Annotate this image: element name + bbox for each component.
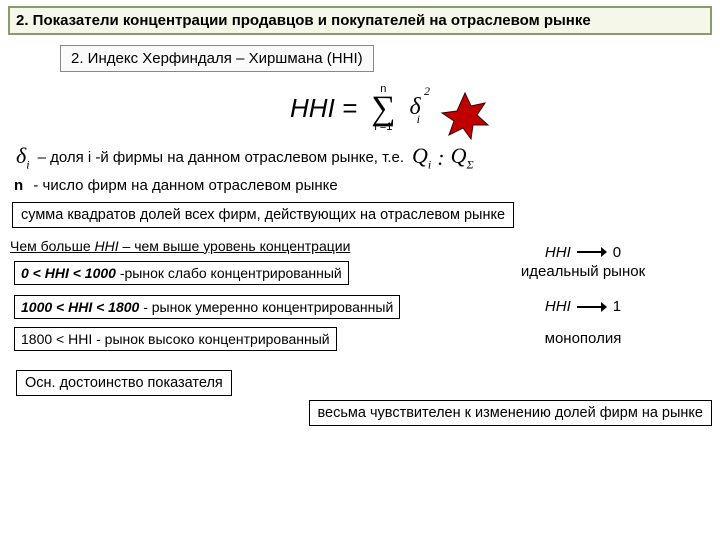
q-sum: Q <box>451 143 467 168</box>
right-arrow-1: HHI 0 <box>545 244 621 261</box>
n-symbol: n <box>14 177 23 194</box>
n-definition-row: n - число фирм на данном отраслевом рынк… <box>14 177 706 194</box>
cond3-range: 1800 < HHI <box>21 331 92 347</box>
right-arrow-2: HHI 1 <box>545 298 621 315</box>
advantage-label: Осн. достоинство показателя <box>16 370 232 396</box>
delta-i-symbol: δi <box>16 143 30 172</box>
right2-hhi: HHI <box>545 298 571 315</box>
advantage-text: весьма чувствителен к изменению долей фи… <box>309 400 712 426</box>
sigma-symbol: ∑ <box>371 95 395 122</box>
q-i: Q <box>412 143 428 168</box>
delta-squared: δi2 <box>409 94 430 124</box>
delta-sup: 2 <box>424 84 430 98</box>
condition-2: 1000 < HHI < 1800 - рынок умеренно конце… <box>14 295 400 319</box>
cond2-text: - рынок умеренно концентрированный <box>139 299 393 315</box>
q-i-sub: i <box>428 158 431 172</box>
cond1-range: 0 < HHI < 1000 <box>21 265 116 281</box>
right1-hhi: HHI <box>545 244 571 261</box>
right2-val: 1 <box>613 298 621 315</box>
condition-3: 1800 < HHI - рынок высоко концентрирован… <box>14 327 337 351</box>
q-ratio: Qi : QΣ <box>412 143 474 172</box>
sigma-bottom: i =1 <box>374 122 392 133</box>
condition-1: 0 < HHI < 1000 -рынок слабо концентриров… <box>14 261 349 285</box>
q-colon: : <box>437 145 444 171</box>
cond3-text: - рынок высоко концентрированный <box>92 331 329 347</box>
right1-label: идеальный рынок <box>468 263 698 280</box>
page-title: 2. Показатели концентрации продавцов и п… <box>8 6 712 35</box>
formula-lhs: HHI = <box>290 93 357 124</box>
hhi-formula: HHI = n ∑ i =1 δi2 <box>0 84 720 133</box>
subtitle-box: 2. Индекс Херфиндаля – Хиршмана (HHI) <box>60 45 374 72</box>
sum-description: сумма квадратов долей всех фирм, действу… <box>12 202 708 228</box>
n-definition-text: - число фирм на данном отраслевом рынке <box>33 177 337 194</box>
q-sum-sub: Σ <box>466 158 473 172</box>
cond2-range: 1000 < HHI < 1800 <box>21 299 139 315</box>
arrow-right-icon <box>577 245 607 259</box>
cond1-text: -рынок слабо концентрированный <box>116 265 342 281</box>
sigma: n ∑ i =1 <box>371 84 395 133</box>
sum-description-box: сумма квадратов долей всех фирм, действу… <box>12 202 514 228</box>
interpretation-line: Чем больше HHI – чем выше уровень концен… <box>10 238 468 254</box>
delta-definition-row: δi – доля i -й фирмы на данном отраслево… <box>10 143 710 172</box>
delta-sub: i <box>417 112 420 126</box>
right2-label: монополия <box>468 330 698 347</box>
right1-val: 0 <box>613 244 621 261</box>
arrow-right-icon <box>577 300 607 314</box>
delta-definition-text: – доля i -й фирмы на данном отраслевом р… <box>38 149 404 166</box>
